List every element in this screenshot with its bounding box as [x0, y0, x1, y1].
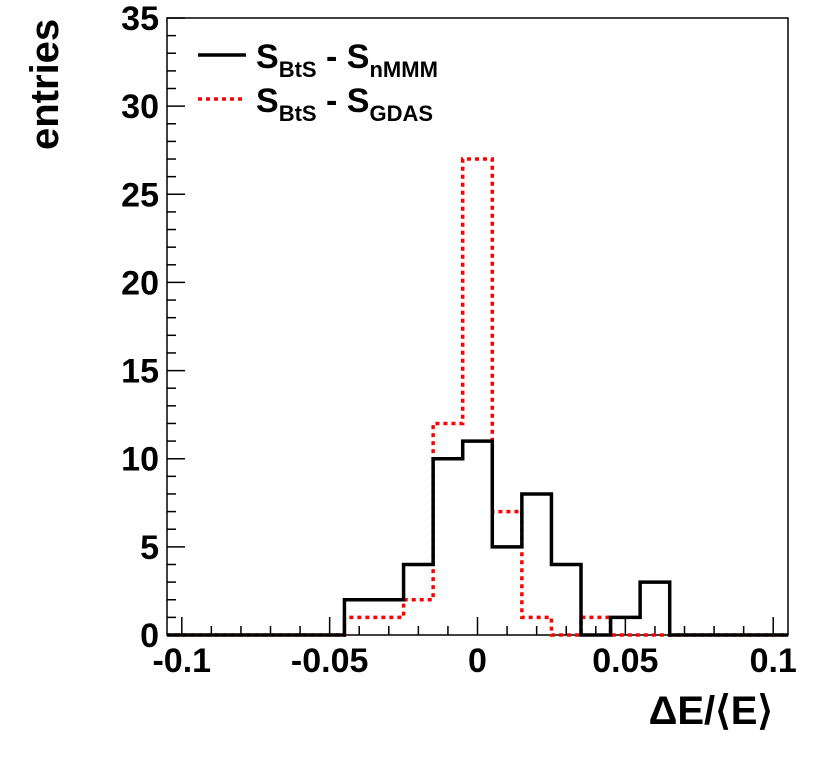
x-axis-title: ΔE/⟨E⟩: [649, 689, 773, 733]
series-nmmm-histogram: [167, 439, 788, 637]
y-axis-title: entries: [23, 19, 67, 150]
series-gdas-histogram: [167, 157, 788, 637]
x-tick-label: -0.1: [152, 642, 211, 680]
y-tick-label: 0: [140, 617, 159, 655]
y-tick-label: 25: [121, 176, 159, 214]
x-axis-tick-labels: -0.1 -0.05 0 0.05 0.1: [152, 642, 796, 680]
y-tick-label: 35: [121, 0, 159, 38]
y-tick-label: 15: [121, 353, 159, 391]
x-axis-ticks: [181, 617, 774, 635]
x-tick-label: 0.05: [592, 642, 658, 680]
legend-label-gdas: SBtS - SGDAS: [256, 82, 433, 126]
y-tick-label: 30: [121, 88, 159, 126]
y-tick-label: 5: [140, 529, 159, 567]
y-tick-label: 10: [121, 441, 159, 479]
y-axis-ticks: [167, 17, 185, 636]
series-layer: [167, 157, 788, 637]
legend: SBtS - SnMMM SBtS - SGDAS: [198, 38, 438, 126]
y-axis-tick-labels: 0 5 10 15 20 25 30 35: [121, 0, 159, 655]
x-tick-label: 0.1: [750, 642, 797, 680]
legend-label-nmmm: SBtS - SnMMM: [256, 38, 438, 82]
x-tick-label: -0.05: [291, 642, 369, 680]
y-tick-label: 20: [121, 264, 159, 302]
x-tick-label: 0: [468, 642, 487, 680]
